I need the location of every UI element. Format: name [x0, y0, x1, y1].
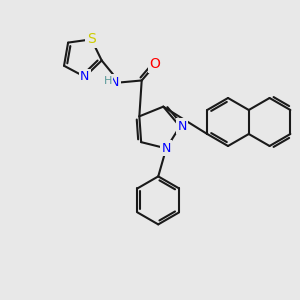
Text: N: N: [110, 76, 119, 89]
Text: O: O: [149, 58, 160, 71]
Text: S: S: [87, 32, 96, 46]
Text: H: H: [103, 76, 112, 86]
Text: N: N: [162, 142, 171, 155]
Text: N: N: [177, 120, 187, 133]
Text: N: N: [80, 70, 89, 83]
